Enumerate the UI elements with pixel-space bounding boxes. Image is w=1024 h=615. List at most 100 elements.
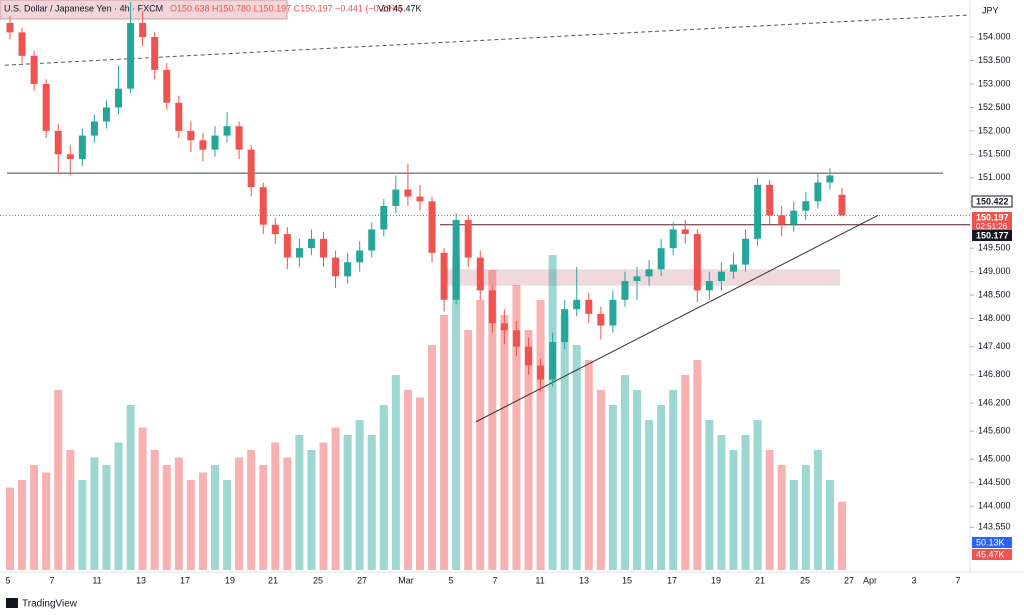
candle-body <box>115 88 123 108</box>
candle-body <box>645 269 653 277</box>
candle-body <box>139 22 147 38</box>
volume-bar <box>186 480 195 570</box>
candle-body <box>621 281 629 300</box>
plot <box>0 1 971 570</box>
volume-bar <box>681 375 690 570</box>
volume-bar <box>283 457 292 570</box>
x-tick-label: 17 <box>180 575 190 585</box>
volume-bar <box>162 465 171 570</box>
candle-body <box>464 220 472 258</box>
x-tick-label: 13 <box>579 575 589 585</box>
volume-bar <box>657 405 666 570</box>
candle-body <box>561 309 569 342</box>
candle-body <box>259 187 267 225</box>
volume-bar <box>42 472 51 570</box>
candle-body <box>211 135 219 150</box>
volume-bar <box>379 405 388 570</box>
volume-bar <box>54 390 63 570</box>
volume-bar <box>114 442 123 570</box>
candle-body <box>669 229 677 249</box>
candle-body <box>657 248 665 270</box>
volume-bar <box>138 427 147 570</box>
candle-body <box>488 290 496 324</box>
candle-body <box>163 69 171 103</box>
volume-bar <box>102 465 111 570</box>
candle-body <box>187 130 195 141</box>
volume-bar <box>247 450 256 570</box>
x-tick-label: Mar <box>398 575 414 585</box>
candle-body <box>320 238 328 258</box>
volume-bar <box>415 397 424 570</box>
volume-bar <box>30 465 39 570</box>
candle-body <box>90 121 98 136</box>
x-tick-label: 3 <box>911 575 916 585</box>
y-tick-label: 148.000 <box>978 313 1011 323</box>
candle-body <box>428 201 436 253</box>
volume-bar <box>403 390 412 570</box>
volume-bar <box>210 465 219 570</box>
x-tick-label: 25 <box>800 575 810 585</box>
x-tick-label: 13 <box>136 575 146 585</box>
volume-bar <box>765 450 774 570</box>
volume-bar <box>259 465 268 570</box>
price-tag <box>972 212 1012 232</box>
price-tag-label: 150.422 <box>976 196 1009 206</box>
volume-bar <box>753 420 762 570</box>
y-tick-label: 152.500 <box>978 102 1011 112</box>
candle-body <box>66 154 74 160</box>
x-tick-label: 15 <box>622 575 632 585</box>
candle-body <box>802 201 810 211</box>
volume-bar <box>355 420 364 570</box>
volume-bar <box>440 315 449 570</box>
volume-ma-tag <box>972 537 1012 548</box>
y-tick-label: 145.000 <box>978 454 1011 464</box>
volume-bar <box>367 435 376 570</box>
candle-body <box>199 140 207 150</box>
candle-body <box>537 365 545 380</box>
volume-bar <box>813 450 822 570</box>
currency: JPY <box>982 5 999 15</box>
candle-body <box>742 238 750 265</box>
candle-body <box>404 189 412 197</box>
y-tick-label: 146.800 <box>978 369 1011 379</box>
candle-body <box>332 257 340 277</box>
volume-bar <box>126 405 135 570</box>
y-tick-label: 151.000 <box>978 172 1011 182</box>
candle-body <box>18 32 26 56</box>
candle-body <box>549 342 557 380</box>
y-tick-label: 154.000 <box>978 31 1011 41</box>
candle-body <box>681 229 689 235</box>
volume-bar <box>18 480 27 570</box>
candle-body <box>30 55 38 84</box>
volume-last-tag <box>972 549 1012 560</box>
candle-body <box>54 130 62 155</box>
volume-bar <box>428 345 437 570</box>
trend-upper <box>4 14 971 66</box>
x-tick-label: Apr <box>863 575 877 585</box>
y-tick-label: 153.000 <box>978 78 1011 88</box>
candle-body <box>705 281 713 291</box>
volume-bar <box>777 465 786 570</box>
volume-bar <box>669 390 678 570</box>
volume-bar <box>452 255 461 570</box>
brand: TradingView <box>22 599 78 610</box>
candle-body <box>597 313 605 326</box>
volume-bar <box>536 300 545 570</box>
x-tick-label: 17 <box>667 575 677 585</box>
candle-body <box>127 22 135 89</box>
x-tick-label: 7 <box>49 575 54 585</box>
volume-bar <box>693 360 702 570</box>
candle-body <box>151 37 159 70</box>
x-tick-label: 19 <box>225 575 235 585</box>
candle-body <box>729 264 737 272</box>
volume-bar <box>608 405 617 570</box>
candle-body <box>380 205 388 230</box>
y-tick-label: 146.200 <box>978 397 1011 407</box>
header-symbol: U.S. Dollar / Japanese Yen · 4h · FXCM <box>4 3 163 13</box>
volume-bar <box>66 450 75 570</box>
candle-body <box>416 196 424 202</box>
candle-body <box>766 184 774 216</box>
y-tick-label: 151.500 <box>978 149 1011 159</box>
brand-logo <box>6 598 18 608</box>
